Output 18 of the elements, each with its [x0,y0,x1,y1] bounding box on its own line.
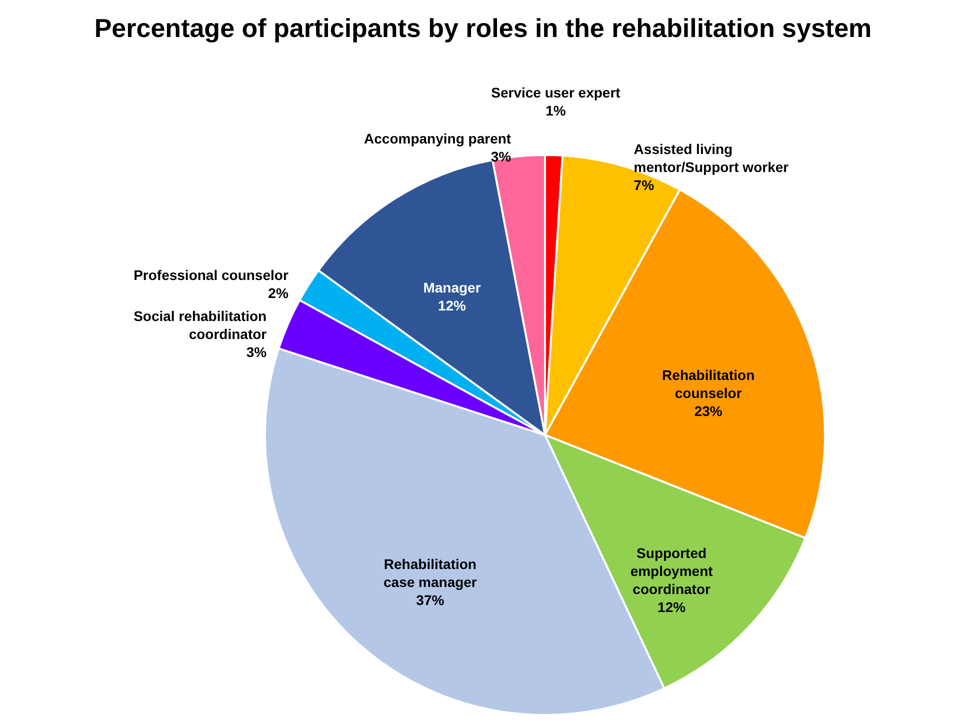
slice-label: Rehabilitation counselor [662,367,755,402]
chart-title: Percentage of participants by roles in the rehabilitation system [94,13,872,43]
data-label: 2% [268,284,289,301]
slice-label: Service user expert [491,84,621,101]
data-label: 37% [416,592,445,608]
slice-label: Supported employment coordinator [630,544,714,597]
data-label: 7% [634,176,655,193]
slice-label: Social rehabilitation coordinator [134,308,268,342]
slice-label: Professional counselor [134,266,289,283]
slice-label: Manager [423,279,482,296]
data-label: 3% [246,344,268,360]
data-label: 12% [658,598,686,615]
data-label: 1% [546,102,566,119]
slice-label: Assisted living mentor/Support worker [634,140,790,175]
slice-label: Rehabilitation case manager [383,556,478,590]
slice-label: Accompanying parent [364,130,512,147]
data-label: 12% [438,297,467,314]
data-label: 23% [694,403,723,420]
